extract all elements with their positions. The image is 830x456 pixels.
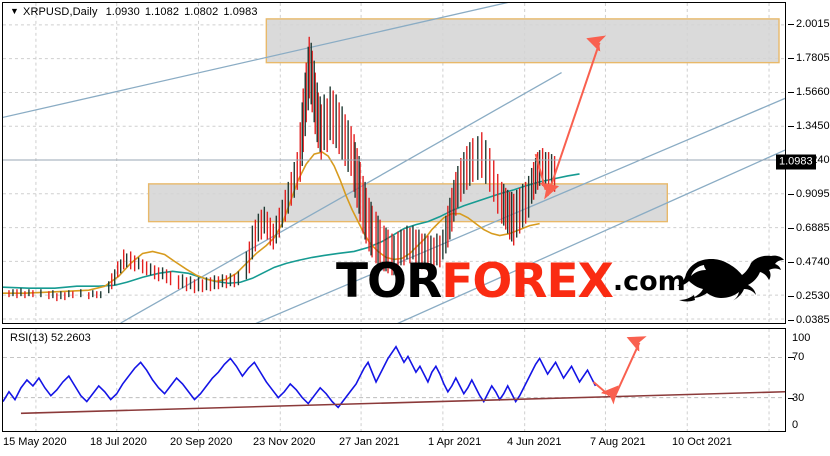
price-chart-panel[interactable]: ▼ XRPUSD,Daily 1.0930 1.1082 1.0802 1.0983: [2, 2, 786, 324]
rsi-label-3: 0: [792, 419, 799, 431]
price-tick: [788, 194, 794, 195]
low-value: 1.0802: [184, 6, 219, 18]
rsi-line: [3, 345, 597, 409]
rsi-tick: [788, 398, 794, 399]
rsi-label-1: 70: [792, 351, 805, 363]
ohlc-values: 1.0930 1.1082 1.0802 1.0983: [106, 6, 263, 18]
price-tick: [788, 126, 794, 127]
price-label-6: 0.6885: [796, 222, 830, 234]
price-tick: [788, 296, 794, 297]
date-label-7: 7 Aug 2021: [590, 436, 646, 448]
date-label-0: 15 May 2020: [3, 436, 67, 448]
price-label-5: 0.9095: [796, 188, 830, 200]
date-axis[interactable]: 15 May 2020 18 Jul 2020 20 Sep 2020 23 N…: [2, 434, 786, 454]
rsi-forecast-arrows[interactable]: [592, 343, 639, 401]
rsi-trendline[interactable]: [20, 390, 785, 415]
price-tick: [788, 24, 794, 25]
rsi-indicator-panel[interactable]: RSI(13) 52.2603: [2, 328, 786, 432]
date-label-8: 10 Oct 2021: [672, 436, 732, 448]
open-value: 1.0930: [105, 6, 140, 18]
price-scale[interactable]: 2.0015 1.7805 1.5660 1.3450 1.1240 1.098…: [776, 2, 830, 326]
triangle-down-icon[interactable]: ▼: [10, 6, 20, 16]
rsi-tick: [788, 357, 794, 358]
close-value: 1.0983: [223, 6, 258, 18]
date-label-2: 20 Sep 2020: [170, 436, 233, 448]
date-label-6: 4 Jun 2021: [507, 436, 562, 448]
price-label-9: 0.0385: [796, 314, 830, 326]
rsi-scale[interactable]: 100 70 30 0: [788, 328, 830, 432]
symbol-label: XRPUSD,Daily: [23, 6, 98, 18]
price-label-8: 0.2530: [796, 290, 830, 302]
date-label-3: 23 Nov 2020: [253, 436, 316, 448]
date-label-5: 1 Apr 2021: [428, 436, 482, 448]
rsi-gridlines-vertical: [35, 329, 770, 431]
price-plot: [3, 3, 785, 323]
trendline-lowest: [397, 149, 785, 323]
rsi-arrow-down: [592, 381, 609, 396]
bull-logo-icon: [677, 255, 784, 302]
price-tick: [788, 58, 794, 59]
price-tick: [788, 262, 794, 263]
price-label-7: 0.4740: [796, 256, 830, 268]
rsi-arrow-up: [612, 343, 639, 401]
current-price-badge: 1.0983: [776, 154, 816, 170]
price-label-2: 1.5660: [796, 86, 830, 98]
candlestick-series: [8, 36, 556, 302]
rsi-label-2: 30: [792, 392, 805, 404]
price-tick: [788, 228, 794, 229]
rsi-plot: [3, 329, 785, 431]
quote-header: ▼ XRPUSD,Daily 1.0930 1.1082 1.0802 1.0983: [10, 6, 263, 18]
rsi-header-label: RSI(13) 52.2603: [10, 332, 91, 344]
high-value: 1.1082: [144, 6, 180, 18]
rsi-label-0: 100: [792, 332, 811, 344]
price-arrow-down: [534, 153, 546, 190]
rsi-level-lines: [3, 356, 785, 399]
price-tick: [788, 92, 794, 93]
ma-slow-line: [3, 173, 580, 290]
ma-fast-line: [3, 151, 540, 294]
trendline-upper: [3, 3, 509, 119]
support-zone-rect[interactable]: [147, 183, 668, 223]
date-label-1: 18 Jul 2020: [90, 436, 147, 448]
date-label-4: 27 Jan 2021: [339, 436, 400, 448]
forecast-arrows[interactable]: [534, 43, 600, 197]
price-label-0: 2.0015: [796, 18, 830, 30]
price-label-1: 1.7805: [796, 52, 830, 64]
price-arrow-up: [546, 43, 600, 197]
resistance-zone-rect[interactable]: [265, 18, 780, 64]
price-label-3: 1.3450: [796, 120, 830, 132]
price-tick: [788, 320, 794, 321]
